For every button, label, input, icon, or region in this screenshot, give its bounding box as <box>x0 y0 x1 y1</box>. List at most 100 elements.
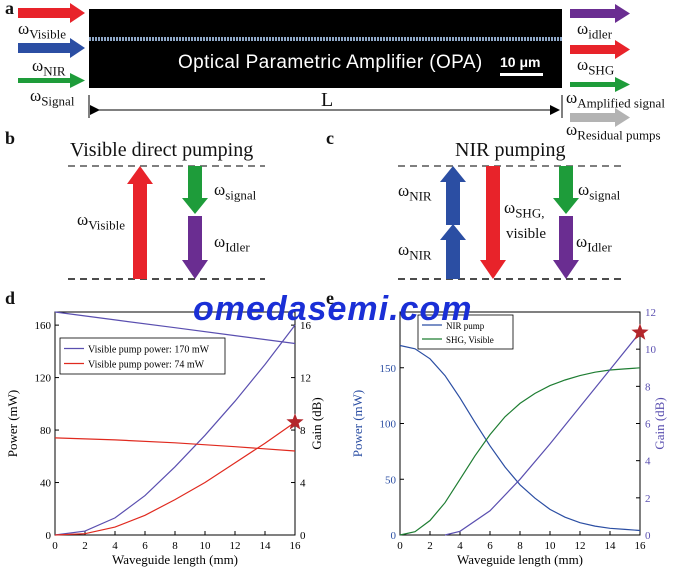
y-tick-label: 40 <box>40 478 52 490</box>
subscript: Idler <box>225 239 250 255</box>
omega-symbol: ω <box>566 120 578 139</box>
panel-a-figure <box>18 3 630 127</box>
opa-device-label: Optical Parametric Amplifier (OPA) <box>178 52 483 73</box>
series-line-1 <box>54 324 296 536</box>
omega-symbol: ω <box>398 240 410 259</box>
legend-box <box>417 314 514 350</box>
x-tick-label: 16 <box>635 540 647 552</box>
label-omega-residual-pumps: ωResidual pumps <box>566 120 661 143</box>
omega-symbol: ω <box>577 19 589 38</box>
subscript: SHG, <box>515 205 545 221</box>
subscript: NIR <box>409 188 432 204</box>
input-arrow-signal <box>18 73 85 88</box>
omega-symbol: ω <box>214 180 226 199</box>
output-arrow-idler <box>570 4 630 23</box>
idler-arrow <box>553 216 579 279</box>
y2-axis-label: Gain (dB) <box>652 397 667 449</box>
y-tick-label: 0 <box>391 530 397 542</box>
label-omega-signal-b: ωsignal <box>214 180 256 203</box>
y2-tick-label: 4 <box>645 456 651 468</box>
panel-label-c: c <box>326 128 334 148</box>
subscript: NIR <box>409 247 432 263</box>
subscript: idler <box>588 26 613 42</box>
omega-symbol: ω <box>32 56 44 75</box>
series-line-0 <box>54 311 296 345</box>
label-omega-idler-c: ωIdler <box>576 232 612 255</box>
y2-tick-label: 12 <box>300 373 311 385</box>
idler-arrow <box>182 216 208 279</box>
star-marker <box>631 323 649 340</box>
chart-d: 0 2 4 6 8 10 12 14 16040801201600481216Waveguide… <box>5 311 324 567</box>
subscript: Idler <box>587 239 612 255</box>
opa-device-image <box>89 9 562 88</box>
omega-symbol: ω <box>578 180 590 199</box>
x-tick-label: 4 <box>112 540 118 552</box>
y-tick-label: 150 <box>380 363 397 375</box>
label-omega-visible: ωVisible <box>18 19 66 42</box>
label-omega-shg: ωSHG <box>577 55 614 78</box>
y2-axis-label: Gain (dB) <box>309 397 324 449</box>
input-arrow-nir <box>18 38 85 58</box>
label-omega-nir: ωNIR <box>32 56 66 79</box>
omega-symbol: ω <box>214 232 226 251</box>
label-omega-nir-c-lower: ωNIR <box>398 240 432 263</box>
label-visible-c: visible <box>506 226 546 242</box>
scale-bar <box>500 73 543 76</box>
series-line-2 <box>444 332 641 536</box>
y2-tick-label: 16 <box>300 320 312 332</box>
output-arrow-signal <box>570 77 630 92</box>
y-tick-label: 160 <box>35 320 52 332</box>
x-tick-label: 2 <box>82 540 88 552</box>
x-tick-label: 14 <box>605 540 617 552</box>
x-tick-label: 10 <box>545 540 557 552</box>
output-arrow-shg <box>570 40 630 59</box>
x-tick-label: 6 <box>142 540 148 552</box>
y2-tick-label: 0 <box>645 530 651 542</box>
y-axis-label: Power (mW) <box>350 390 365 458</box>
x-tick-label: 4 <box>457 540 463 552</box>
panel-c-title: NIR pumping <box>455 139 566 161</box>
subscript: Visible <box>88 217 125 233</box>
x-tick-label: 12 <box>230 540 241 552</box>
label-omega-amplified-signal: ωAmplified signal <box>566 88 665 111</box>
omega-symbol: ω <box>577 55 589 74</box>
x-tick-label: 2 <box>427 540 433 552</box>
x-tick-label: 0 <box>52 540 58 552</box>
shg-arrow <box>480 166 506 279</box>
x-tick-label: 6 <box>487 540 493 552</box>
signal-arrow <box>182 166 208 214</box>
x-axis-label: Waveguide length (mm) <box>112 552 238 567</box>
omega-symbol: ω <box>77 210 89 229</box>
legend-label: NIR pump <box>446 321 485 331</box>
signal-arrow <box>553 166 579 214</box>
y-tick-label: 100 <box>380 419 397 431</box>
omega-symbol: ω <box>576 232 588 251</box>
y2-tick-label: 6 <box>645 419 651 431</box>
series-line-1 <box>399 367 641 536</box>
subscript: Visible <box>29 26 66 42</box>
legend-box <box>59 337 226 375</box>
legend-label: Visible pump power: 74 mW <box>88 360 205 371</box>
subscript: Residual pumps <box>577 127 661 143</box>
nir-pump-arrow-lower <box>440 224 466 279</box>
watermark: omedasemi.com <box>193 290 473 328</box>
y-tick-label: 50 <box>385 474 397 486</box>
label-omega-idler: ωidler <box>577 19 612 42</box>
series-line-2 <box>54 437 296 452</box>
input-arrow-visible <box>18 3 85 23</box>
y2-tick-label: 2 <box>645 493 651 505</box>
chart-e: 0 2 4 6 8 10 12 14 16050100150024681012Waveguide… <box>350 307 667 567</box>
omega-symbol: ω <box>18 19 30 38</box>
y2-tick-label: 8 <box>645 381 651 393</box>
y-axis-label: Power (mW) <box>5 390 20 458</box>
label-omega-shg-c: ωSHG, <box>504 198 544 221</box>
label-omega-idler-b: ωIdler <box>214 232 250 255</box>
y2-tick-label: 10 <box>645 344 657 356</box>
legend-label: SHG, Visible <box>446 335 494 345</box>
series-line-3 <box>54 421 296 536</box>
panel-label-b: b <box>5 128 16 148</box>
x-tick-label: 14 <box>260 540 272 552</box>
y-tick-label: 80 <box>40 425 52 437</box>
omega-symbol: ω <box>30 86 42 105</box>
subscript: signal <box>225 187 257 203</box>
